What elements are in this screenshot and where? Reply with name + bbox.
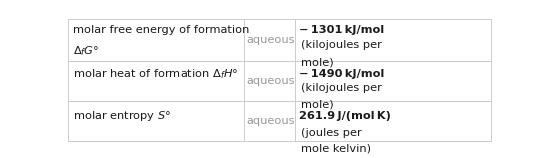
Text: aqueous: aqueous [246,76,295,86]
Text: − 1490 kJ/mol: − 1490 kJ/mol [299,69,384,79]
Text: $\Delta_f G°$: $\Delta_f G°$ [73,44,100,58]
Text: mole kelvin): mole kelvin) [301,144,371,154]
Text: − 1301 kJ/mol: − 1301 kJ/mol [299,25,384,35]
Text: mole): mole) [301,58,334,67]
Text: mole): mole) [301,99,334,109]
Text: molar heat of formation $\Delta_f H°$: molar heat of formation $\Delta_f H°$ [73,67,239,81]
Text: aqueous: aqueous [246,35,295,45]
Text: molar entropy $S°$: molar entropy $S°$ [73,109,171,123]
Text: molar free energy of formation: molar free energy of formation [73,25,250,35]
Text: 261.9 J/(mol K): 261.9 J/(mol K) [299,111,391,121]
Text: (kilojoules per: (kilojoules per [301,83,382,93]
Text: aqueous: aqueous [246,116,295,126]
Text: (joules per: (joules per [301,128,362,138]
Text: (kilojoules per: (kilojoules per [301,40,382,50]
